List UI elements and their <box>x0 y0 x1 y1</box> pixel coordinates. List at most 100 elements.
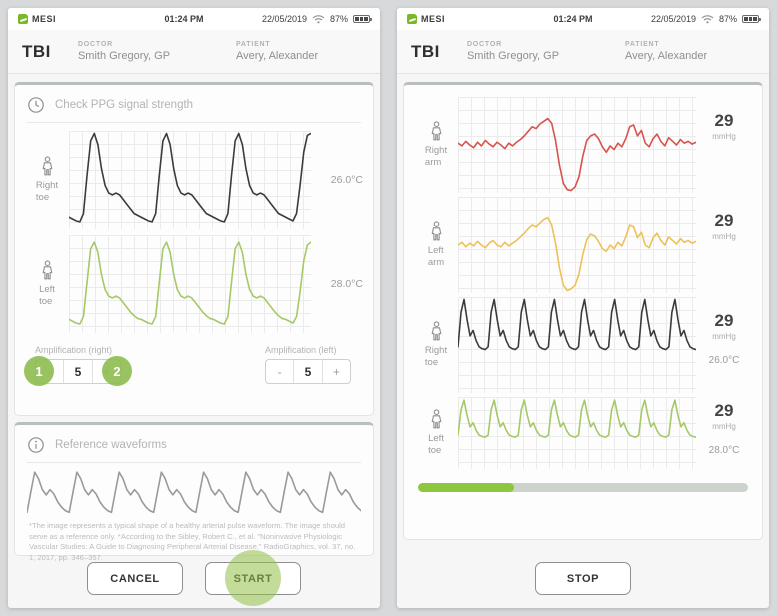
amplification-right-label: Amplification (right) <box>35 345 113 355</box>
date: 22/05/2019 <box>650 14 696 24</box>
left-toe-temperature: 28.0°C <box>330 278 363 290</box>
brand: MESI <box>18 14 128 24</box>
status-bar: MESI 01:24 PM 22/05/2019 87% <box>8 8 380 30</box>
patient-info: PATIENT Avery, Alexander <box>625 41 755 62</box>
right-toe-pressure-value: 29 <box>714 311 734 330</box>
status-bar: MESI 01:24 PM 22/05/2019 87% <box>397 8 769 30</box>
page-title: TBI <box>411 41 440 61</box>
progress-fill <box>418 483 514 492</box>
app-header: TBI DOCTOR Smith Gregory, GP PATIENT Ave… <box>397 30 769 74</box>
battery-icon <box>742 15 761 23</box>
patient-name: Avery, Alexander <box>624 50 708 62</box>
left-arm-measurement-row: Left arm 29 mmHg <box>414 197 752 293</box>
battery-percent: 87% <box>329 14 348 24</box>
amplification-left-label: Amplification (left) <box>265 345 337 355</box>
left-toe-measurement-row: Left toe 29 mmHg 28.0°C <box>414 397 752 469</box>
brand-name: MESI <box>421 14 446 24</box>
ppg-signal-card: Check PPG signal strength Right toe 26.0… <box>14 82 374 416</box>
callout-2-badge: 2 <box>102 356 132 386</box>
right-toe-measurement-row: Right toe 29 mmHg 26.0°C <box>414 297 752 393</box>
left-arm-pressure-unit: mmHg <box>712 232 736 241</box>
amplification-left-group: Amplification (left) - 5 + <box>265 345 351 384</box>
doctor-label: DOCTOR <box>466 41 502 48</box>
left-toe-ppg-chart <box>69 235 311 333</box>
body-right-toe-icon <box>40 156 55 177</box>
left-arm-pressure-value: 29 <box>714 211 734 230</box>
patient-label: PATIENT <box>624 41 660 48</box>
brand-name: MESI <box>32 14 57 24</box>
divider <box>27 122 361 123</box>
left-toe-pressure-value: 29 <box>714 401 734 420</box>
patient-label: PATIENT <box>235 41 271 48</box>
reference-waveform-chart <box>27 471 361 517</box>
right-toe-channel-label: Right toe <box>25 131 69 229</box>
right-arm-pressure-unit: mmHg <box>712 132 736 141</box>
left-arm-waveform-chart <box>458 197 696 293</box>
divider <box>27 462 361 463</box>
amplification-left-stepper: - 5 + <box>265 359 351 384</box>
brand: MESI <box>407 14 517 24</box>
wifi-icon <box>312 15 325 24</box>
left-toe-channel-label: Left toe <box>25 235 69 333</box>
info-icon <box>28 437 44 453</box>
measurement-progress-bar <box>418 483 748 492</box>
right-toe-pressure-unit: mmHg <box>712 332 736 341</box>
page-title: TBI <box>22 41 51 61</box>
body-right-toe-icon <box>429 321 444 342</box>
clock-icon <box>28 97 44 113</box>
mesi-logo-icon <box>18 14 28 24</box>
patient-name: Avery, Alexander <box>235 50 319 62</box>
right-toe-channel-label: Right toe <box>414 297 458 393</box>
amplification-right-group: Amplification (right) - 5 + 1 2 <box>24 345 132 386</box>
left-toe-waveform-chart <box>458 397 696 469</box>
right-arm-measurement-row: Right arm 29 mmHg <box>414 97 752 193</box>
amplification-right-value: 5 <box>63 360 93 383</box>
left-arm-channel-label: Left arm <box>414 197 458 293</box>
stop-button[interactable]: STOP <box>535 562 631 595</box>
doctor-info: DOCTOR Smith Gregory, GP <box>78 41 208 62</box>
reference-card-title: Reference waveforms <box>55 439 167 451</box>
body-left-toe-icon <box>429 409 444 430</box>
wifi-icon <box>701 15 714 24</box>
right-toe-waveform-chart <box>458 297 696 393</box>
body-left-toe-icon <box>40 260 55 281</box>
left-device-screen: MESI 01:24 PM 22/05/2019 87% TBI DOCTOR … <box>8 8 380 608</box>
patient-info: PATIENT Avery, Alexander <box>236 41 366 62</box>
ppg-right-toe-row: Right toe 26.0°C <box>25 131 363 229</box>
callout-1-badge: 1 <box>24 356 54 386</box>
app-header: TBI DOCTOR Smith Gregory, GP PATIENT Ave… <box>8 30 380 74</box>
clock-time: 01:24 PM <box>164 14 204 24</box>
reference-footnote: *The image represents a typical shape of… <box>29 521 356 562</box>
clock-time: 01:24 PM <box>553 14 593 24</box>
doctor-info: DOCTOR Smith Gregory, GP <box>467 41 597 62</box>
amplification-right-stepper: - 5 + 1 2 <box>24 356 132 386</box>
date: 22/05/2019 <box>261 14 307 24</box>
doctor-label: DOCTOR <box>77 41 113 48</box>
amplification-left-minus-button[interactable]: - <box>277 364 282 379</box>
measurement-card: Right arm 29 mmHg Left arm 29 <box>403 82 763 540</box>
right-device-screen: MESI 01:24 PM 22/05/2019 87% TBI DOCTOR … <box>397 8 769 608</box>
right-arm-channel-label: Right arm <box>414 97 458 193</box>
right-arm-pressure-value: 29 <box>714 111 734 130</box>
doctor-name: Smith Gregory, GP <box>77 50 171 62</box>
right-toe-ppg-chart <box>69 131 311 229</box>
left-toe-channel-label: Left toe <box>414 397 458 469</box>
body-left-arm-icon <box>429 221 444 242</box>
start-button[interactable]: START <box>205 562 301 595</box>
amplification-left-value: 5 <box>293 360 323 383</box>
body-right-arm-icon <box>429 121 444 142</box>
ppg-left-toe-row: Left toe 28.0°C <box>25 235 363 333</box>
left-toe-pressure-unit: mmHg <box>712 422 736 431</box>
doctor-name: Smith Gregory, GP <box>466 50 560 62</box>
left-toe-temperature: 28.0°C <box>708 445 740 456</box>
reference-waveforms-card: Reference waveforms *The image represent… <box>14 422 374 562</box>
right-arm-waveform-chart <box>458 97 696 193</box>
right-toe-temperature: 26.0°C <box>708 355 740 366</box>
ppg-card-title: Check PPG signal strength <box>55 99 194 111</box>
amplification-left-plus-button[interactable]: + <box>332 364 340 379</box>
battery-icon <box>353 15 372 23</box>
mesi-logo-icon <box>407 14 417 24</box>
cancel-button[interactable]: CANCEL <box>87 562 183 595</box>
right-toe-temperature: 26.0°C <box>330 174 363 186</box>
battery-percent: 87% <box>718 14 737 24</box>
